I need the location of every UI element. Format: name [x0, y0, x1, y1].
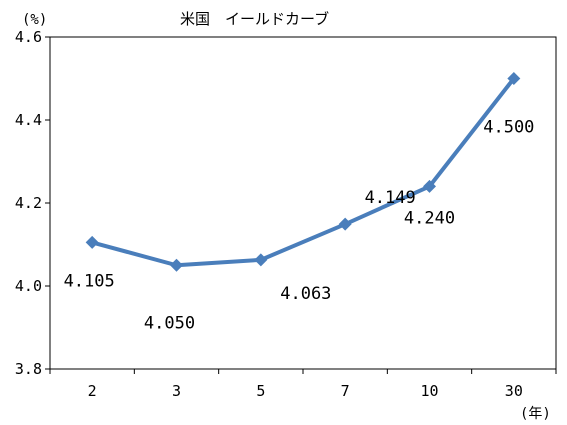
plot-area — [49, 36, 557, 370]
y-tick-label: 3.8 — [15, 360, 42, 378]
y-axis: 3.8 4.0 4.2 4.4 4.6 — [15, 28, 50, 378]
data-point-marker — [423, 179, 436, 193]
data-label: 4.050 — [144, 313, 195, 333]
y-axis-unit: (%) — [22, 12, 47, 28]
data-label: 4.240 — [404, 208, 455, 228]
series-line-path — [91, 77, 516, 268]
y-tick-label: 4.0 — [15, 277, 42, 295]
x-tick-label: 5 — [256, 382, 265, 400]
x-tick-label: 3 — [172, 382, 181, 400]
x-axis: 2 3 5 7 10 30 — [49, 369, 557, 400]
x-axis-unit: (年) — [520, 406, 551, 422]
data-label: 4.500 — [483, 118, 534, 138]
data-label: 4.149 — [365, 188, 416, 208]
x-tick-label: 7 — [341, 382, 350, 400]
x-tick-label: 2 — [88, 382, 97, 400]
chart-title: 米国 イールドカーブ — [180, 10, 329, 28]
x-tick-label: 30 — [505, 382, 523, 400]
data-point-marker — [85, 235, 99, 249]
data-label: 4.105 — [64, 271, 115, 291]
series-line — [85, 72, 521, 272]
data-point-marker — [338, 217, 352, 231]
data-point-marker — [507, 72, 521, 85]
data-label: 4.063 — [280, 284, 331, 304]
data-point-marker — [254, 253, 268, 267]
y-tick-label: 4.2 — [15, 194, 42, 212]
data-point-marker — [170, 258, 183, 272]
x-tick-label: 10 — [420, 382, 438, 400]
y-tick-label: 4.4 — [15, 111, 42, 129]
y-tick-label: 4.6 — [15, 28, 42, 46]
